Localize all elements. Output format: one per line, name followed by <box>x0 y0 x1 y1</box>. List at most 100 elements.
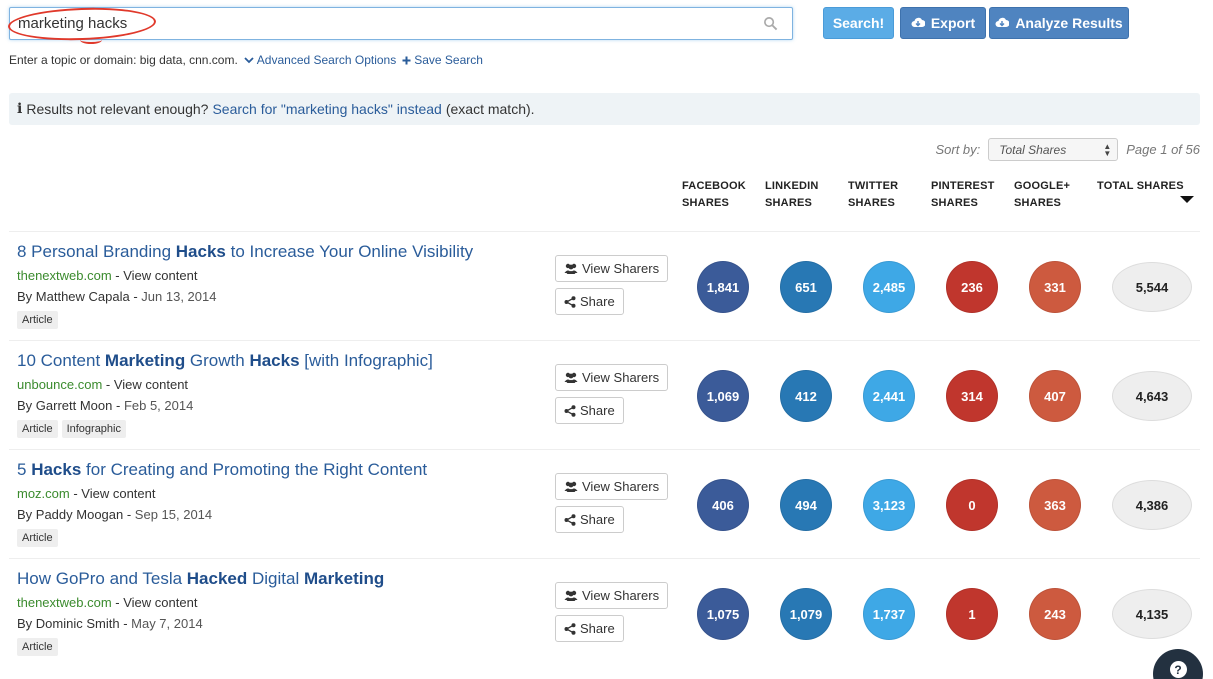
total-shares-count: 4,135 <box>1112 589 1192 639</box>
result-domain-line: thenextweb.com - View content <box>17 268 198 283</box>
sort-desc-icon[interactable] <box>1180 196 1194 203</box>
col-facebook-shares[interactable]: FACEBOOK SHARES <box>682 180 746 209</box>
view-sharers-button[interactable]: View Sharers <box>555 473 669 500</box>
share-icon <box>564 513 576 526</box>
result-byline: By Dominic Smith - May 7, 2014 <box>17 616 203 631</box>
twitter-shares-count: 1,737 <box>863 588 915 640</box>
result-domain-line: moz.com - View content <box>17 486 156 501</box>
col-twitter-shares[interactable]: TWITTER SHARES <box>848 180 899 209</box>
search-hint: Enter a topic or domain: big data, cnn.c… <box>9 53 483 67</box>
users-icon <box>564 372 578 383</box>
exact-match-link[interactable]: Search for "marketing hacks" instead <box>212 101 442 117</box>
linkedin-shares-count: 494 <box>780 479 832 531</box>
share-button[interactable]: Share <box>555 397 624 424</box>
view-sharers-button[interactable]: View Sharers <box>555 582 669 609</box>
result-row: 8 Personal Branding Hacks to Increase Yo… <box>9 231 1200 340</box>
total-shares-count: 4,386 <box>1112 480 1192 530</box>
relevance-notice: i Results not relevant enough? Search fo… <box>9 93 1200 125</box>
sort-label: Sort by: <box>935 142 981 157</box>
pinterest-shares-count: 0 <box>946 479 998 531</box>
tag-badge: Infographic <box>61 420 126 438</box>
total-shares-count: 4,643 <box>1112 371 1192 421</box>
cloud-download-icon <box>911 17 925 27</box>
tag-badge: Article <box>17 638 58 656</box>
search-input[interactable] <box>10 8 750 39</box>
result-domain[interactable]: moz.com <box>17 486 70 501</box>
result-title-link[interactable]: 10 Content Marketing Growth Hacks [with … <box>17 351 433 370</box>
result-date: Sep 15, 2014 <box>134 507 213 522</box>
linkedin-shares-count: 651 <box>780 261 832 313</box>
advanced-search-link[interactable]: Advanced Search Options <box>244 53 396 67</box>
share-icon <box>564 622 576 635</box>
result-author: By Paddy Moogan <box>17 507 124 522</box>
googleplus-shares-count: 331 <box>1029 261 1081 313</box>
share-button[interactable]: Share <box>555 506 624 533</box>
col-pinterest-shares[interactable]: PINTEREST SHARES <box>931 180 995 209</box>
result-title-link[interactable]: 5 Hacks for Creating and Promoting the R… <box>17 460 428 479</box>
search-box[interactable] <box>9 7 793 40</box>
view-sharers-button[interactable]: View Sharers <box>555 364 669 391</box>
share-button[interactable]: Share <box>555 615 624 642</box>
view-sharers-button[interactable]: View Sharers <box>555 255 669 282</box>
col-total-shares[interactable]: TOTAL SHARES <box>1097 180 1184 192</box>
share-icon <box>564 295 576 308</box>
search-button[interactable]: Search! <box>823 7 894 39</box>
result-title-link[interactable]: 8 Personal Branding Hacks to Increase Yo… <box>17 242 474 261</box>
plus-icon <box>402 56 411 64</box>
view-content-link[interactable]: View content <box>113 377 189 392</box>
sort-select[interactable]: Total Shares ▲ ▼ <box>988 138 1119 161</box>
col-googleplus-shares[interactable]: GOOGLE+ SHARES <box>1014 180 1071 209</box>
export-button[interactable]: Export <box>900 7 986 39</box>
twitter-shares-count: 2,485 <box>863 261 915 313</box>
result-byline: By Paddy Moogan - Sep 15, 2014 <box>17 507 213 522</box>
users-icon <box>564 590 578 601</box>
result-row: 5 Hacks for Creating and Promoting the R… <box>9 449 1200 558</box>
total-shares-count: 5,544 <box>1112 262 1192 312</box>
search-icon[interactable] <box>763 16 778 31</box>
share-icon <box>564 404 576 417</box>
select-arrows-icon: ▲ ▼ <box>1103 142 1112 158</box>
info-icon: i <box>17 101 23 117</box>
linkedin-shares-count: 412 <box>780 370 832 422</box>
twitter-shares-count: 3,123 <box>863 479 915 531</box>
chevron-down-icon <box>244 56 254 63</box>
result-tags: Article Infographic <box>17 420 126 438</box>
pinterest-shares-count: 314 <box>946 370 998 422</box>
view-content-link[interactable]: View content <box>123 268 198 283</box>
facebook-shares-count: 1,075 <box>697 588 749 640</box>
result-domain-line: unbounce.com - View content <box>17 377 189 392</box>
result-author: By Garrett Moon <box>17 398 113 413</box>
googleplus-shares-count: 407 <box>1029 370 1081 422</box>
result-author: By Dominic Smith <box>17 616 120 631</box>
hint-text: Enter a topic or domain: big data, cnn.c… <box>9 53 238 67</box>
users-icon <box>564 481 578 492</box>
result-author: By Matthew Capala <box>17 289 130 304</box>
view-content-link[interactable]: View content <box>123 595 198 610</box>
result-date: May 7, 2014 <box>131 616 203 631</box>
result-domain-line: thenextweb.com - View content <box>17 595 198 610</box>
view-content-link[interactable]: View content <box>81 486 156 501</box>
result-row: 10 Content Marketing Growth Hacks [with … <box>9 340 1200 449</box>
page-indicator: Page 1 of 56 <box>1126 142 1200 157</box>
question-icon: ? <box>1169 661 1187 678</box>
facebook-shares-count: 1,841 <box>697 261 749 313</box>
share-button[interactable]: Share <box>555 288 624 315</box>
analyze-results-button[interactable]: Analyze Results <box>989 7 1129 39</box>
col-linkedin-shares[interactable]: LINKEDIN SHARES <box>765 180 819 209</box>
pinterest-shares-count: 236 <box>946 261 998 313</box>
tag-badge: Article <box>17 529 58 547</box>
result-date: Feb 5, 2014 <box>123 398 194 413</box>
result-tags: Article <box>17 529 58 547</box>
result-row: How GoPro and Tesla Hacked Digital Marke… <box>9 558 1200 667</box>
cloud-download-icon <box>995 17 1010 27</box>
result-byline: By Matthew Capala - Jun 13, 2014 <box>17 289 217 304</box>
result-byline: By Garrett Moon - Feb 5, 2014 <box>17 398 194 413</box>
googleplus-shares-count: 363 <box>1029 479 1081 531</box>
result-domain[interactable]: thenextweb.com <box>17 268 112 283</box>
googleplus-shares-count: 243 <box>1029 588 1081 640</box>
save-search-link[interactable]: Save Search <box>402 53 483 67</box>
result-title-link[interactable]: How GoPro and Tesla Hacked Digital Marke… <box>17 569 385 588</box>
result-domain[interactable]: thenextweb.com <box>17 595 112 610</box>
result-domain[interactable]: unbounce.com <box>17 377 103 392</box>
tag-badge: Article <box>17 311 58 329</box>
